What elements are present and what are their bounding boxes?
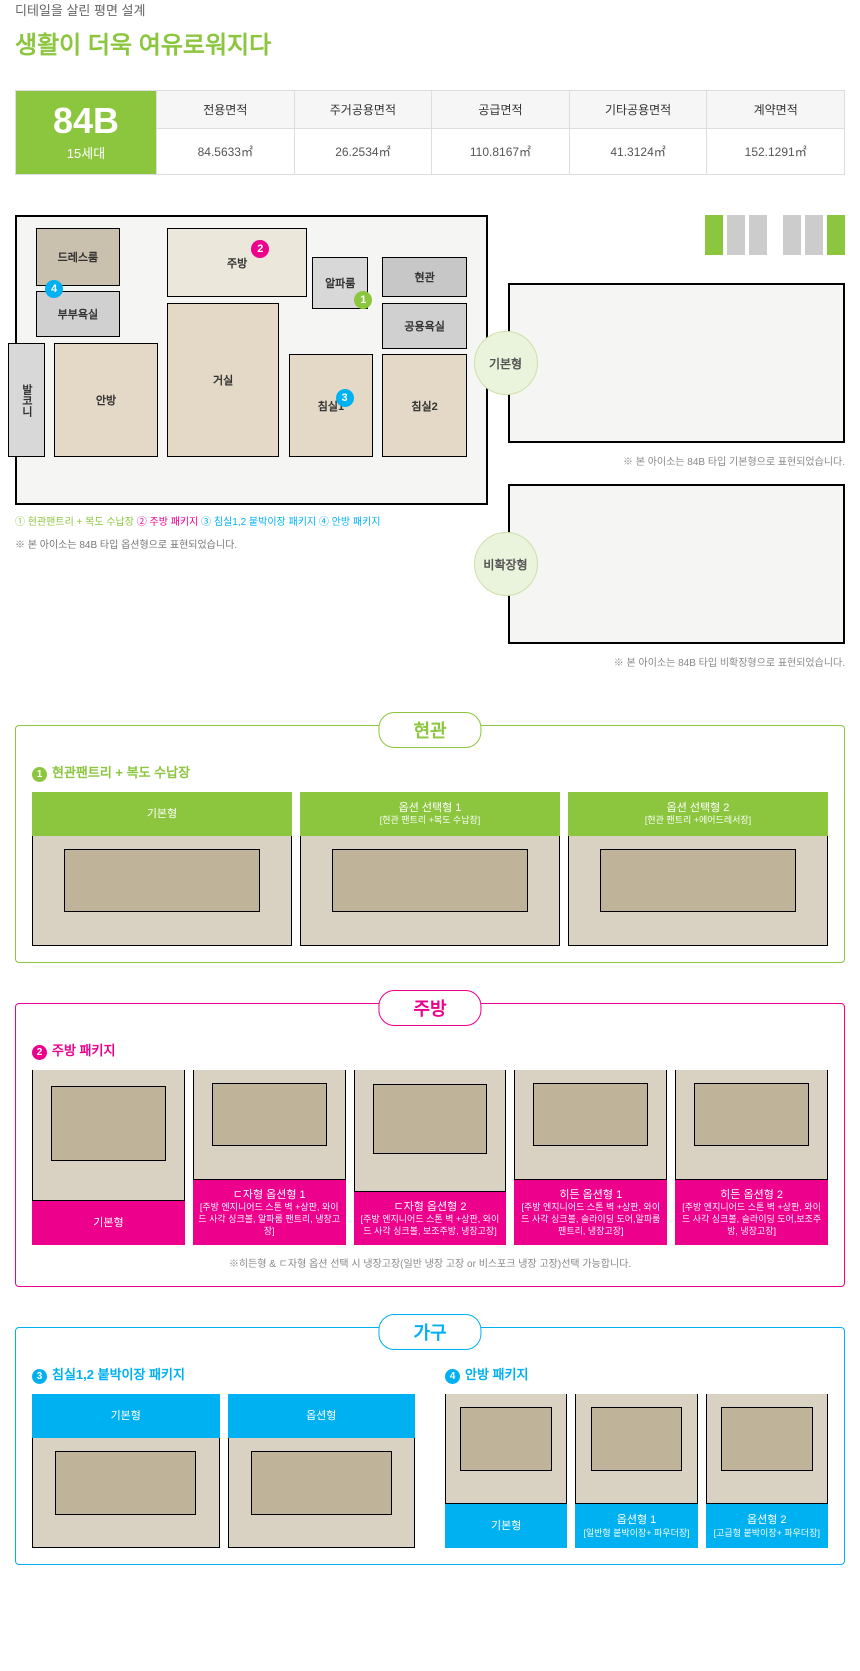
card-image xyxy=(675,1070,828,1180)
section-title: 가구 xyxy=(378,1314,481,1350)
option-card: 옵션형 xyxy=(228,1394,416,1548)
section-sub: 3침실1,2 붙박이장 패키지 xyxy=(32,1364,415,1384)
card-label: 옵션형 2[고급형 붙박이장+ 파우더장] xyxy=(706,1504,828,1548)
entrance-cards: 기본형 옵션 선택형 1[현관 팬트리 +복도 수납장] 옵션 선택형 2[현관… xyxy=(32,792,828,946)
unit-count: 15세대 xyxy=(67,143,105,162)
card-image xyxy=(300,836,560,946)
area-col-head: 계약면적 xyxy=(707,91,844,129)
kitchen-cards: 기본형 ㄷ자형 옵션형 1[주방 엔지니어드 스톤 벽 +상판, 와이드 사각 … xyxy=(32,1070,828,1245)
card-label: ㄷ자형 옵션형 1[주방 엔지니어드 스톤 벽 +상판, 와이드 사각 싱크볼,… xyxy=(193,1180,346,1245)
plan-note: ※ 본 아이소는 84B 타입 옵션형으로 표현되었습니다. xyxy=(15,536,488,551)
room-ent: 현관 xyxy=(382,257,466,297)
unit-badge: 84B 15세대 xyxy=(16,91,156,174)
card-label: 히든 옵션형 2[주방 엔지니어드 스톤 벽 +상판, 와이드 사각 싱크볼, … xyxy=(675,1180,828,1245)
section-entrance: 현관1현관팬트리 + 복도 수납장 기본형 옵션 선택형 1[현관 팬트리 +복… xyxy=(15,725,845,963)
option-card: 히든 옵션형 1[주방 엔지니어드 스톤 벽 +상판, 와이드 사각 싱크볼, … xyxy=(514,1070,667,1245)
room-kitchen: 주방 xyxy=(167,228,308,297)
area-col-val: 84.5633㎡ xyxy=(157,129,294,174)
card-label: 옵션 선택형 2[현관 팬트리 +에어드레서장] xyxy=(568,792,828,836)
floorplan-main: 드레스룸 부부욕실 발코니 안방 거실 주방 알파룸 현관 공용욕실 침실1 침… xyxy=(15,215,488,685)
floorplan-row: 드레스룸 부부욕실 발코니 안방 거실 주방 알파룸 현관 공용욕실 침실1 침… xyxy=(15,215,845,685)
side-plan-basic xyxy=(508,283,846,443)
card-label: 기본형 xyxy=(32,1201,185,1245)
marker-4: 4 xyxy=(45,280,63,298)
card-label: 기본형 xyxy=(445,1504,567,1548)
marker-2: 2 xyxy=(251,240,269,258)
option-card: ㄷ자형 옵션형 2[주방 엔지니어드 스톤 벽 +상판, 와이드 사각 싱크볼,… xyxy=(354,1070,507,1245)
card-image xyxy=(568,836,828,946)
card-label: 옵션 선택형 1[현관 팬트리 +복도 수납장] xyxy=(300,792,560,836)
page-header: 디테일을 살린 평면 설계 생활이 더욱 여유로워지다 xyxy=(0,0,860,75)
section-furniture: 가구 3침실1,2 붙박이장 패키지 기본형 옵션형 4안방 패키지 기본형 옵… xyxy=(15,1327,845,1565)
card-image xyxy=(575,1394,697,1504)
card-image xyxy=(706,1394,828,1504)
room-master: 안방 xyxy=(54,343,157,457)
area-col-val: 110.8167㎡ xyxy=(432,129,569,174)
option-card: 기본형 xyxy=(445,1394,567,1548)
card-image xyxy=(514,1070,667,1180)
main-plan: 드레스룸 부부욕실 발코니 안방 거실 주방 알파룸 현관 공용욕실 침실1 침… xyxy=(15,215,488,505)
section-sub: 2주방 패키지 xyxy=(32,1040,828,1060)
card-label: ㄷ자형 옵션형 2[주방 엔지니어드 스톤 벽 +상판, 와이드 사각 싱크볼,… xyxy=(354,1192,507,1246)
section-sub: 1현관팬트리 + 복도 수납장 xyxy=(32,762,828,782)
card-label: 기본형 xyxy=(32,792,292,836)
option-card: 기본형 xyxy=(32,792,292,946)
furniture-block-b: 4안방 패키지 기본형 옵션형 1[일반형 붙박이장+ 파우더장] 옵션형 2[… xyxy=(445,1364,828,1548)
card-label: 옵션형 1[일반형 붙박이장+ 파우더장] xyxy=(575,1504,697,1548)
room-bath1: 공용욕실 xyxy=(382,303,466,349)
card-image xyxy=(32,1438,220,1548)
room-bath2: 부부욕실 xyxy=(36,291,120,337)
plan-legend: ① 현관팬트리 + 복도 수납장 ② 주방 패키지 ③ 침실1,2 붙박이장 패… xyxy=(15,513,488,528)
unit-name: 84B xyxy=(53,103,119,139)
card-image xyxy=(193,1070,346,1180)
furniture-block-a: 3침실1,2 붙박이장 패키지 기본형 옵션형 xyxy=(32,1364,415,1548)
card-image xyxy=(354,1070,507,1192)
side-label-basic: 기본형 xyxy=(474,331,538,395)
area-col-head: 주거공용면적 xyxy=(295,91,432,129)
kitchen-note: ※히든형 & ㄷ자형 옵션 선택 시 냉장고장(일반 냉장 고장 or 비스포크… xyxy=(32,1255,828,1270)
option-card: 옵션 선택형 2[현관 팬트리 +에어드레서장] xyxy=(568,792,828,946)
room-bed2: 침실2 xyxy=(382,354,466,457)
card-image xyxy=(445,1394,567,1504)
side-note-basic: ※ 본 아이소는 84B 타입 기본형으로 표현되었습니다. xyxy=(508,453,846,468)
room-bed1: 침실1 xyxy=(289,354,373,457)
page-title: 생활이 더욱 여유로워지다 xyxy=(15,25,845,60)
section-sub: 4안방 패키지 xyxy=(445,1364,828,1384)
side-label-ext: 비확장형 xyxy=(474,532,538,596)
card-image xyxy=(228,1438,416,1548)
card-image xyxy=(32,836,292,946)
area-col-head: 공급면적 xyxy=(432,91,569,129)
area-table: 전용면적84.5633㎡ 주거공용면적26.2534㎡ 공급면적110.8167… xyxy=(156,91,844,174)
section-title: 현관 xyxy=(378,712,481,748)
side-plan-ext xyxy=(508,484,846,644)
area-col-head: 전용면적 xyxy=(157,91,294,129)
floorplan-side: 기본형 ※ 본 아이소는 84B 타입 기본형으로 표현되었습니다. 비확장형 … xyxy=(508,215,846,685)
marker-1: 1 xyxy=(354,291,372,309)
room-living: 거실 xyxy=(167,303,279,457)
option-card: 옵션형 1[일반형 붙박이장+ 파우더장] xyxy=(575,1394,697,1548)
area-col-val: 41.3124㎡ xyxy=(570,129,707,174)
card-label: 기본형 xyxy=(32,1394,220,1438)
section-kitchen: 주방2주방 패키지 기본형 ㄷ자형 옵션형 1[주방 엔지니어드 스톤 벽 +상… xyxy=(15,1003,845,1287)
marker-3: 3 xyxy=(336,389,354,407)
option-card: 기본형 xyxy=(32,1070,185,1245)
card-label: 옵션형 xyxy=(228,1394,416,1438)
option-card: 옵션 선택형 1[현관 팬트리 +복도 수납장] xyxy=(300,792,560,946)
section-title: 주방 xyxy=(378,990,481,1026)
option-card: ㄷ자형 옵션형 1[주방 엔지니어드 스톤 벽 +상판, 와이드 사각 싱크볼,… xyxy=(193,1070,346,1245)
location-key xyxy=(508,215,846,275)
area-col-val: 152.1291㎡ xyxy=(707,129,844,174)
area-summary: 84B 15세대 전용면적84.5633㎡ 주거공용면적26.2534㎡ 공급면… xyxy=(15,90,845,175)
option-card: 옵션형 2[고급형 붙박이장+ 파우더장] xyxy=(706,1394,828,1548)
subtitle: 디테일을 살린 평면 설계 xyxy=(15,0,845,19)
room-dress: 드레스룸 xyxy=(36,228,120,285)
card-image xyxy=(32,1070,185,1201)
card-label: 히든 옵션형 1[주방 엔지니어드 스톤 벽 +상판, 와이드 사각 싱크볼, … xyxy=(514,1180,667,1245)
area-col-head: 기타공용면적 xyxy=(570,91,707,129)
area-col-val: 26.2534㎡ xyxy=(295,129,432,174)
side-note-ext: ※ 본 아이소는 84B 타입 비확장형으로 표현되었습니다. xyxy=(508,654,846,669)
option-card: 히든 옵션형 2[주방 엔지니어드 스톤 벽 +상판, 와이드 사각 싱크볼, … xyxy=(675,1070,828,1245)
room-balcony: 발코니 xyxy=(8,343,45,457)
option-card: 기본형 xyxy=(32,1394,220,1548)
